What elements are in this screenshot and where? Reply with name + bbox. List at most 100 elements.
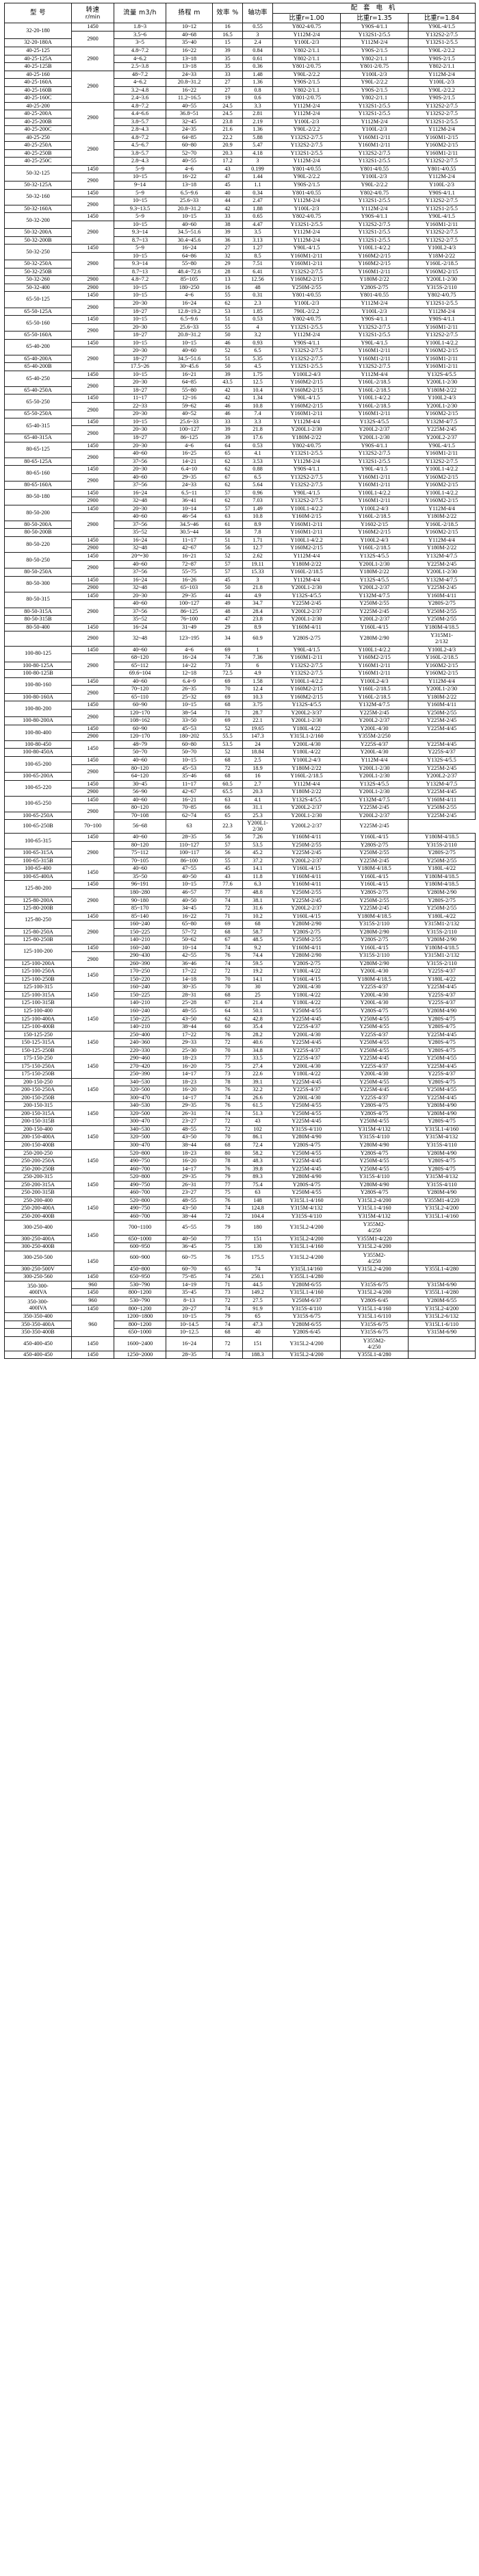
cell-m3: Y132S2-2/7.5 [408,110,476,118]
cell-model: 65-40-250 [4,370,72,387]
cell-model: 100-65-250 [4,795,72,812]
table-row: 100-65-250A 70~108 62~74 65 25.3 Y200L1-2/30 Y… [4,811,476,821]
cell-power: 60.9 [242,631,273,647]
cell-head: 16~21 [166,551,213,561]
cell-model: 80-50-200B [4,528,72,537]
cell-power: 65 [242,1312,273,1321]
cell-m2: Y315L1-4/160 [340,1304,409,1314]
cell-flow: 65~112 [114,661,166,671]
cell-model: 40-25-160C [4,94,72,103]
cell-head: 25.6~33 [166,417,213,427]
cell-m3: Y160M1-2/15 [408,133,476,142]
cell-m2: Y180M-4/18.5 [340,975,409,984]
cell-power: 32.2 [242,1086,273,1095]
cell-speed: 2900 [71,173,114,190]
cell-speed: 2900 [71,473,114,490]
cell-power: 8.9 [242,623,273,632]
cell-flow: 40~60 [114,512,166,521]
cell-m1: Y160M2-2/15 [272,401,341,411]
cell-m2: Y315M-4/132 [340,1125,409,1134]
cell-power: 31.6 [242,904,273,913]
cell-flow: 300~470 [114,1093,166,1103]
table-row: 150-125-250 1450 250~400 17~22 76 28.2 Y200L-4… [4,1030,476,1055]
cell-eff: 38 [212,220,243,229]
cell-m1: Y200L1-2/30 [272,584,341,592]
cell-head: 14~18 [166,975,213,984]
cell-model: 100-80-160 [4,677,72,694]
cell-head: 64~85 [166,378,213,387]
cell-m3: Y802-2/1.1 [408,62,476,71]
cell-power: 39.1 [242,1077,273,1087]
cell-eff: 44 [212,197,243,205]
cell-m3: Y132S-4/5.5 [408,755,476,765]
cell-flow: 20~30 [114,465,166,474]
cell-model: 200-150-400B [4,1141,72,1150]
cell-m1: Y180L-4/22 [272,967,341,976]
table-row: 125-100-400 1450 160~240 48~55 64 50.1 Y250M-4… [4,1006,476,1031]
cell-speed: 1450 [71,465,114,474]
cell-head: 42~67 [166,788,213,797]
table-row: 125-100-400B 140~210 38~44 60 35.4 Y225S-4/37… [4,1023,476,1031]
cell-m1: Y112M-2/4 [272,197,341,205]
cell-model: 150-125-250 [4,1030,72,1040]
cell-m3: Y250M-2/55 [408,607,476,616]
cell-m2: Y132S-4/5.5 [340,417,409,427]
cell-head: 100~127 [166,425,213,434]
cell-m3: Y315M1-2/132 [408,951,476,960]
cell-model: 50-32-200A [4,228,72,237]
cell-flow: 3.2~4.8 [114,86,166,95]
cell-m1: Y250M-4/55 [272,1109,341,1118]
cell-speed: 1450 [71,394,114,403]
cell-head: 30.4~45.6 [166,236,213,245]
table-row: 250-200-315B 460~700 23~27 75 63 Y250M-4/55 Y2… [4,1188,476,1197]
cell-m3: Y180M-4/18.5 [408,872,476,881]
cell-m3: Y160L-2/18.5 [408,260,476,268]
cell-model: 450-400-450 [4,1350,72,1360]
cell-power: 59.5 [242,959,273,968]
cell-flow: 80~120 [114,764,166,773]
cell-m3: Y160M2-2/15 [408,481,476,490]
cell-eff: 39 [212,434,243,442]
table-row: 150-125-315A 240~360 29~33 72 40.6 Y225M-4/45… [4,1038,476,1047]
cell-m2: Y160M1-2/11 [340,354,409,364]
cell-m1: Y132S1-2/5.5 [272,220,341,229]
cell-m3: Y225S-4/37 [408,999,476,1008]
cell-flow: 250~400 [114,1030,166,1040]
cell-speed: 960 [71,1297,114,1305]
table-row: 40-25-200B 3.8~5.7 32~45 23.8 2.19 Y100L-2/3 Y… [4,117,476,127]
cell-eff: 73 [212,661,243,671]
cell-speed: 1450 [71,1273,114,1281]
cell-model: 40-25-160 [4,70,72,79]
table-row: 2900 3.5~6 40~68 16.5 3 Y112M-2/4 Y132S1-2/5.5… [5,30,476,47]
cell-eff: 61 [212,520,243,529]
cell-m1: Y160M1-2/11 [272,653,341,662]
cell-m3: Y250M-2/55 [408,708,476,718]
cell-head: 123~195 [166,631,213,647]
cell-eff: 27 [212,78,243,87]
cell-m3: Y90S-4/1.1 [408,315,476,324]
cell-m2: Y315L1-6/110 [340,1312,409,1321]
cell-eff: 45 [212,181,243,190]
cell-model: 100-65-400A [4,872,72,881]
cell-model: 100-80-450A [4,748,72,757]
cell-m1: Y801-4/0.55 [272,188,341,198]
cell-power: 7.03 [242,497,273,505]
cell-model: 50-32-250 [4,244,72,261]
cell-model: 50-32-250A [4,260,72,268]
cell-power: 1.71 [242,536,273,545]
cell-m1: Y250M-2/55 [272,936,341,945]
cell-m3: Y225S-4/37 [408,967,476,976]
cell-power: 0.96 [242,488,273,498]
table-row: 50-32-260 2900 4.8~7.2 85~105 13 12.56 Y160M2-… [4,275,476,284]
table-row: 80-50-315 1450 20~30 29~35 44 4.9 Y132S-4/5.5 Y… [4,591,476,608]
cell-flow: 150~225 [114,990,166,1000]
cell-head: 16~20 [166,1062,213,1071]
cell-eff: 74 [212,959,243,968]
cell-flow: 4.4~6.6 [114,110,166,118]
cell-head: 36~46 [166,959,213,968]
cell-model: 200-150-315B [4,1117,72,1126]
cell-m1: Y200L1-2/30 [272,716,341,725]
cell-flow: 18~27 [114,307,166,316]
cell-m1: Y100L-2/3 [272,117,341,127]
cell-m1: Y90L-4/1.5 [272,488,341,498]
